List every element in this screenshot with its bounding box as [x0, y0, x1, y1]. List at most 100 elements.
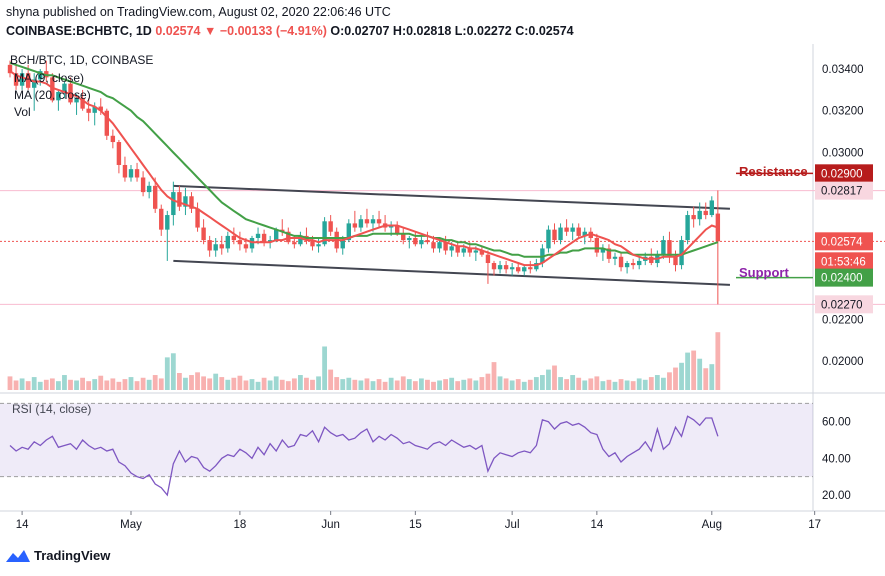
volume-bar [74, 380, 79, 390]
svg-text:0.02400: 0.02400 [821, 273, 863, 285]
svg-text:0.02574: 0.02574 [821, 236, 863, 248]
volume-bar [642, 379, 648, 390]
volume-bar [358, 380, 364, 390]
candle [165, 210, 170, 261]
volume-bar [612, 381, 618, 390]
candle [328, 215, 333, 236]
support-price-badge: 0.02400 [815, 268, 873, 287]
legend-vol[interactable]: Vol [14, 105, 31, 119]
volume-bar [588, 378, 594, 390]
candle [225, 231, 230, 253]
price-chart[interactable]: 0.03400 0.03200 0.03000 0.02200 0.02000 60.00… [0, 44, 885, 544]
candle [564, 219, 569, 236]
candle [177, 185, 182, 211]
rsi-tick: 20.00 [822, 490, 851, 502]
candle [352, 210, 358, 232]
price-channel [173, 184, 730, 286]
rsi-tick: 60.00 [822, 417, 851, 429]
candle [401, 227, 406, 245]
candle [382, 215, 388, 232]
down-arrow-icon: ▼ [204, 24, 217, 38]
axes: 0.03400 0.03200 0.03000 0.02200 0.02000 60.00… [16, 64, 864, 531]
price-change: −0.00133 (−4.91%) [219, 24, 327, 38]
resistance-price-badge: 0.02900 [815, 164, 873, 183]
volume-bar [491, 362, 497, 390]
candle [685, 210, 690, 245]
svg-text:01:53:46: 01:53:46 [821, 256, 866, 268]
candle [649, 248, 654, 266]
candle [249, 235, 255, 253]
volume-bar [128, 377, 134, 390]
candle [280, 219, 285, 236]
candle [62, 81, 67, 99]
price-badges: 0.02900 0.02817 0.02574 01:53:46 0.02400 0.02… [815, 164, 873, 314]
candle [104, 108, 109, 140]
volume-bar [527, 379, 533, 390]
candle [237, 231, 243, 251]
candle [189, 192, 194, 213]
candle [443, 235, 448, 255]
tradingview-brand: TradingView [34, 548, 111, 563]
rsi-label[interactable]: RSI (14, close) [12, 402, 91, 416]
volume-bar [310, 379, 315, 390]
candle [116, 139, 122, 174]
price-tick: 0.03400 [822, 64, 864, 76]
candle [497, 260, 503, 274]
volume-bar [715, 332, 721, 390]
candle [419, 235, 424, 249]
volume-bar [340, 379, 346, 390]
volume-bar [201, 376, 206, 390]
time-tick: 15 [409, 519, 422, 531]
price-tick: 0.03200 [822, 106, 864, 118]
volume-bar [279, 379, 285, 390]
support-label: Support [739, 265, 789, 280]
candle [425, 231, 430, 245]
candle [618, 252, 624, 272]
candle [56, 89, 61, 111]
candle [413, 231, 418, 247]
moving-averages [9, 61, 719, 267]
volume-bar [56, 381, 61, 390]
candle [546, 225, 551, 253]
channel-lower-line [173, 259, 730, 286]
legend-ma9[interactable]: MA (9, close) [14, 71, 84, 85]
low-price-badge: 0.02270 [815, 295, 873, 314]
volume-bar [636, 378, 642, 390]
volume-bar [146, 379, 152, 390]
volume-bar [467, 378, 473, 390]
candle [667, 231, 672, 264]
candle [140, 171, 146, 197]
candle [673, 250, 678, 272]
volume-bar [328, 369, 334, 390]
candle [74, 94, 79, 115]
tradingview-footer[interactable]: TradingView [6, 548, 110, 563]
time-tick: Jun [321, 519, 340, 531]
candle [558, 223, 563, 245]
legend-ma20[interactable]: MA (20, close) [14, 88, 91, 102]
volume-bar [43, 379, 49, 390]
candle [261, 229, 267, 247]
volume-bar [291, 378, 297, 390]
candle [455, 242, 460, 257]
volume-bar [13, 380, 19, 390]
candle [86, 98, 91, 122]
candle [98, 98, 103, 115]
volume-bar [37, 381, 43, 390]
candle [376, 210, 382, 228]
candle [19, 69, 25, 90]
candle [612, 252, 618, 266]
volume-bar [412, 381, 418, 390]
volume-bar [213, 373, 219, 390]
volume-bar [352, 379, 358, 390]
candle [624, 260, 630, 274]
volume-bar [497, 376, 503, 390]
volume-bar [606, 379, 612, 390]
volume-bar [267, 380, 273, 390]
volume-bar [7, 376, 13, 390]
time-tick: May [120, 519, 142, 531]
volume-bar [509, 380, 515, 390]
volume-bar [225, 379, 231, 390]
volume-bar [158, 378, 164, 390]
volume-bar [661, 377, 666, 390]
volume-bar [618, 379, 624, 390]
